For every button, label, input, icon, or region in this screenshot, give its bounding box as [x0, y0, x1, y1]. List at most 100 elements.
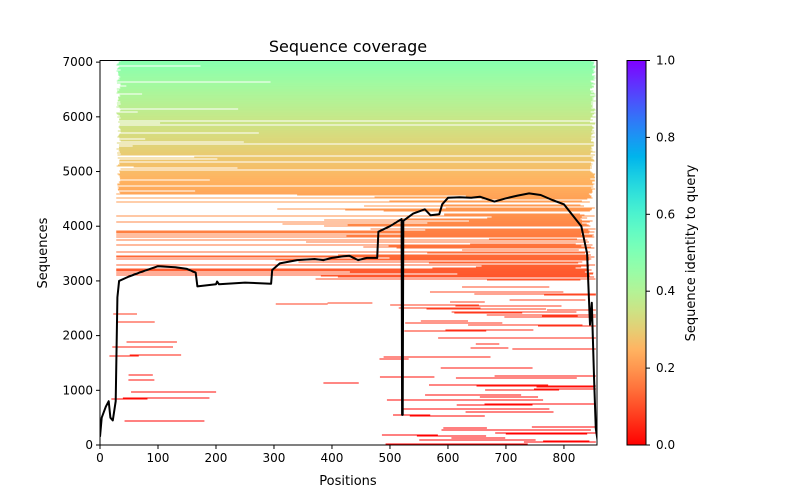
coverage-segment [116, 255, 589, 257]
coverage-segment [119, 78, 594, 80]
coverage-segment [117, 173, 596, 175]
coverage-segment [209, 179, 595, 181]
coverage-segment [401, 218, 581, 220]
coverage-segment [390, 304, 479, 306]
coverage-segment [111, 398, 148, 400]
coverage-segment [119, 160, 595, 162]
coverage-segment [277, 208, 592, 210]
coverage-segment [120, 131, 592, 133]
coverage-segment [494, 375, 596, 377]
coverage-segment [118, 187, 592, 189]
coverage-segment [129, 354, 182, 356]
x-tick-label: 700 [494, 451, 517, 465]
coverage-segment [116, 215, 595, 217]
coverage-segment [258, 132, 595, 134]
coverage-segment [347, 224, 589, 226]
coverage-segment [420, 320, 469, 322]
coverage-segment [396, 247, 595, 249]
coverage-segment [145, 138, 593, 140]
coverage-segment [116, 236, 595, 238]
coverage-segment [118, 181, 593, 183]
coverage-segment [119, 171, 592, 173]
coverage-segment [117, 152, 591, 154]
x-tick-label: 500 [379, 451, 402, 465]
coverage-segment [116, 64, 593, 66]
coverage-segment [116, 197, 593, 199]
coverage-segment [428, 384, 549, 386]
coverage-segment [456, 404, 533, 406]
coverage-segment [419, 439, 536, 441]
coverage-segment [131, 391, 217, 393]
coverage-segment [116, 270, 590, 272]
coverage-segment [444, 213, 580, 215]
coverage-segment [379, 358, 409, 360]
coverage-segment [495, 432, 596, 434]
coverage-segment [119, 175, 595, 177]
coverage-segment [324, 219, 583, 221]
coverage-segment [113, 313, 137, 315]
x-tick-label: 400 [321, 451, 344, 465]
coverage-segment [120, 117, 591, 119]
coverage-segment [116, 321, 155, 323]
coverage-segments [109, 60, 596, 445]
coverage-segment [119, 139, 592, 141]
coverage-segment [128, 374, 153, 376]
coverage-segment [427, 252, 585, 254]
coverage-segment [297, 194, 591, 196]
coverage-segment [116, 272, 594, 274]
coverage-segment [118, 174, 595, 176]
coverage-segment [349, 271, 585, 273]
coverage-segment [282, 223, 587, 225]
coverage-segment [119, 147, 592, 149]
x-tick-label: 600 [437, 451, 460, 465]
coverage-segment [543, 440, 590, 442]
y-tick-label: 1000 [62, 383, 93, 397]
coverage-segment [119, 107, 592, 109]
coverage-segment [119, 151, 596, 153]
coverage-segment [470, 347, 509, 349]
coverage-segment [379, 376, 435, 378]
coverage-segment [364, 205, 585, 207]
coverage-segment [238, 108, 595, 110]
coverage-segment [275, 303, 328, 305]
coverage-segment [118, 105, 593, 107]
coverage-segment [120, 140, 592, 142]
x-tick-label: 300 [263, 451, 286, 465]
coverage-segment [470, 243, 576, 245]
coverage-segment [237, 167, 592, 169]
coverage-segment [116, 112, 596, 114]
coverage-line [100, 192, 597, 441]
coverage-segment [119, 191, 593, 193]
coverage-segment [132, 145, 594, 147]
coverage-segment [116, 70, 594, 72]
coverage-segment [474, 293, 596, 295]
coverage-segment [120, 129, 593, 131]
coverage-segment [270, 81, 592, 83]
coverage-segment [405, 322, 503, 324]
y-tick-label: 3000 [62, 274, 93, 288]
coverage-segment [393, 414, 431, 416]
coverage-segment [120, 109, 596, 111]
coverage-segment [119, 75, 596, 77]
coverage-segment [475, 343, 500, 345]
coverage-segment [119, 137, 591, 139]
coverage-segment [116, 201, 590, 203]
coverage-segment [126, 85, 594, 87]
coverage-segment [546, 309, 596, 311]
coverage-segment [306, 241, 589, 243]
coverage-segment [538, 325, 596, 327]
coverage-segment [486, 279, 581, 281]
coverage-segment [389, 257, 590, 259]
coverage-segment [119, 125, 593, 127]
coverage-segment [429, 291, 564, 293]
coverage-segment [119, 133, 593, 135]
coverage-segment [476, 385, 596, 387]
coverage-segment [541, 315, 578, 317]
coverage-segment [120, 192, 592, 194]
coverage-segment [320, 275, 590, 277]
coverage-segment [119, 162, 592, 164]
coverage-segment [441, 204, 581, 206]
coverage-segment [118, 62, 594, 64]
coverage-segment [536, 386, 596, 388]
coverage-segment [116, 230, 590, 232]
